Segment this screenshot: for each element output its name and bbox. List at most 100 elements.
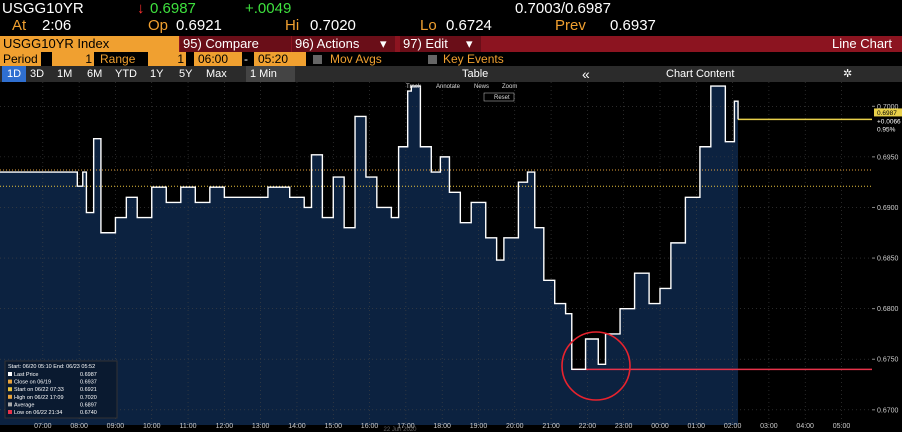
time: 2:06 [42,17,72,34]
y-tick-label: 0.6700 [877,407,899,414]
low: 0.6724 [446,17,492,34]
compare-button[interactable]: 95) Compare [180,36,291,52]
x-tick-label: 22:00 [579,423,597,430]
range-input[interactable]: 1 [148,52,186,66]
date-label: 22 Jun 2020 [383,427,417,432]
axis-panel [872,82,902,432]
area [0,86,739,426]
dash: - [244,52,248,66]
period-button[interactable]: 1M [57,68,73,80]
open: 0.6921 [176,17,222,34]
settings-icon[interactable]: ✲ [843,68,853,80]
period-input[interactable]: 1 [52,52,94,66]
legend-swatch [8,387,12,392]
start-input[interactable]: 06:00 [194,52,242,66]
legend: Start: 06/20 05:10 End: 06/23 05:52 Last … [4,360,118,419]
menu-bar: USGG10YR Index 95) Compare 96) Actions ▾… [0,36,902,52]
pct-label: 0.95% [877,126,896,133]
interval-select[interactable]: 1 Min [246,66,295,82]
y-tick-label: 0.6950 [877,154,899,161]
legend-value: 0.6937 [80,380,97,386]
period-button[interactable]: 3D [30,68,45,80]
security-field[interactable]: USGG10YR Index [0,36,179,52]
price-line [0,85,739,371]
y-tick-label: 0.6900 [877,205,899,212]
checkbox[interactable] [313,55,322,64]
y-tick-label: 0.7000 [877,104,899,111]
view-name: Line Chart [832,36,892,51]
x-tick-label: 12:00 [216,423,234,430]
x-tick-label: 23:00 [615,423,633,430]
dropdown-icon: ▾ [380,36,387,51]
period-button[interactable]: Max [206,68,227,80]
label: Prev [555,17,586,34]
key-events[interactable]: Key Events [443,52,504,66]
label: At [12,17,27,34]
label: Range [100,52,136,66]
legend-swatch [8,372,12,376]
legend-label: Last Price [14,372,38,378]
label: Hi [285,17,300,34]
annotation-circle [561,331,631,401]
legend-label: High on 06/22 17:09 [14,395,64,401]
reset-box [483,92,515,102]
legend-label: Low on 06/22 21:34 [14,410,62,416]
last-price-tag [874,108,902,117]
actions-button[interactable]: 96) Actions [292,36,395,52]
bid-ask: 0.7003/0.6987 [515,0,611,17]
legend-swatch [8,379,12,384]
y-tick-label: 0.6800 [877,306,899,313]
edit-button[interactable]: 97) Edit [400,36,481,52]
label: Period [0,52,41,66]
x-tick-label: 14:00 [288,423,306,430]
settings-row: Period 1 Range 1 06:00 - 05:20 Mov Avgs … [0,52,902,66]
legend-value: 0.6897 [80,402,97,408]
down-arrow: ↓ [137,0,145,17]
tool-button: Track [406,84,422,90]
x-tick-label: 15:00 [324,423,342,430]
x-tick-label: 13:00 [252,423,270,430]
period-button[interactable]: 1Y [150,68,164,80]
tool-button: News [474,84,489,90]
toolbar: 1D 3D 1M 6M YTD 1Y 5Y Max 1 Min Table « Chart Conte… [0,66,902,82]
x-tick-label: 16:00 [361,423,379,430]
end-input[interactable]: 05:20 [254,52,306,66]
x-tick-label: 10:00 [143,423,161,430]
legend-box [4,360,118,419]
chart: 0.6700 0.6750 0.6800 0.6850 0.6900 0.6950 0.70… [0,82,902,432]
change: +.0049 [245,0,292,17]
table-button[interactable]: Table [462,68,489,80]
x-tick-label: 19:00 [470,423,488,430]
x-tick-label: 11:00 [180,423,197,430]
mov-avgs[interactable]: Mov Avgs [330,52,382,66]
label: Op [148,17,169,34]
period-button[interactable]: 1D [2,66,27,82]
x-tick-label: 01:00 [688,423,706,430]
legend-label: Close on 06/19 [14,380,51,386]
x-tick-label: 09:00 [107,423,125,430]
tool-button: Reset [494,95,510,101]
tool-button: Zoom [502,84,517,90]
legend-range: Start: 06/20 05:10 End: 06/23 05:52 [8,364,95,370]
period-button[interactable]: 6M [87,68,103,80]
prev: 0.6937 [610,17,656,34]
dropdown-icon: ▾ [466,36,473,51]
last-price-label: 0.6987 [877,110,897,117]
legend-value: 0.6921 [80,387,97,393]
x-tick-label: 04:00 [796,423,814,430]
x-tick-label: 00:00 [651,423,669,430]
period-button[interactable]: YTD [115,68,137,80]
legend-value: 0.6740 [80,410,97,416]
legend-swatch [8,410,12,414]
x-tick-label: 03:00 [760,423,778,430]
chart-content[interactable]: Chart Content [666,68,735,80]
legend-value: 0.6987 [80,372,97,378]
checkbox[interactable] [428,55,437,64]
period-button[interactable]: 5Y [179,68,193,80]
x-tick-label: 17:00 [397,423,415,430]
back-button[interactable]: « [582,66,590,82]
last-price: 0.6987 [150,0,196,17]
legend-swatch [8,402,12,407]
legend-swatch [8,394,12,399]
